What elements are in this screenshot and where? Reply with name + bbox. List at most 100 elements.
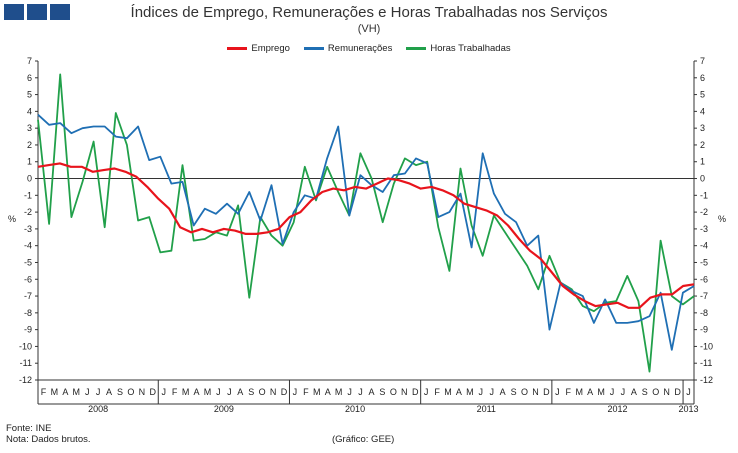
month-tick-label: S [511,387,517,397]
brand-logo [4,4,70,20]
month-tick-label: J [161,387,166,397]
y-tick-label-right: -5 [700,257,708,267]
month-tick-label: M [444,387,452,397]
month-tick-label: J [479,387,484,397]
month-tick-label: J [293,387,298,397]
month-tick-label: F [566,387,572,397]
month-tick-label: M [73,387,81,397]
month-tick-label: S [248,387,254,397]
chart-subtitle: (VH) [357,23,381,35]
y-tick-label-left: 0 [27,174,32,184]
month-tick-label: J [227,387,232,397]
series-line-horas [37,73,695,373]
month-tick-label: A [456,387,462,397]
y-tick-label-left: -8 [24,308,32,318]
month-tick-label: J [489,387,494,397]
y-tick-label-left: 5 [27,90,32,100]
month-tick-label: N [401,387,408,397]
month-tick-label: M [466,387,474,397]
year-label: 2011 [477,404,496,414]
y-tick-label-right: -2 [700,207,708,217]
month-tick-label: J [686,387,691,397]
y-tick-label-left: 1 [27,157,32,167]
y-tick-label-left: -7 [24,291,32,301]
year-label: 2008 [88,404,108,414]
y-tick-label-right: 4 [700,106,705,116]
legend-label-remuneracoes: Remunerações [327,43,393,54]
month-tick-label: A [500,387,506,397]
legend-label-emprego: Emprego [251,43,290,54]
y-tick-label-right: -9 [700,325,708,335]
y-tick-label-left: -10 [19,341,32,351]
brand-logo-block [27,4,47,20]
legend-item-horas: Horas Trabalhadas [406,43,511,54]
month-tick-label: A [631,387,637,397]
month-tick-label: A [237,387,243,397]
month-tick-label: O [652,387,659,397]
month-tick-label: S [379,387,385,397]
chart-title: Índices de Emprego, Remunerações e Horas… [130,4,608,21]
month-tick-label: D [674,387,681,397]
y-tick-label-right: -1 [700,190,708,200]
y-tick-label-left: -12 [19,375,32,385]
y-tick-label-right: 5 [700,90,705,100]
month-tick-label: N [532,387,539,397]
year-label: 2009 [214,404,234,414]
legend-label-horas: Horas Trabalhadas [430,43,511,54]
brand-logo-block [50,4,70,20]
month-tick-label: S [117,387,123,397]
month-tick-label: M [597,387,605,397]
month-tick-label: A [194,387,200,397]
month-tick-label: J [85,387,90,397]
footer-source: Fonte: INE [6,423,52,434]
month-tick-label: N [270,387,277,397]
y-tick-label-left: -4 [24,241,32,251]
month-tick-label: D [412,387,419,397]
brand-logo-block [4,4,24,20]
month-tick-label: D [543,387,550,397]
month-tick-label: J [555,387,560,397]
y-tick-label-left: -11 [20,358,32,368]
month-tick-label: J [96,387,101,397]
month-tick-label: M [335,387,343,397]
y-tick-label-right: -4 [700,241,708,251]
y-tick-label-right: -6 [700,274,708,284]
month-tick-label: J [347,387,352,397]
legend-swatch-remuneracoes [303,47,324,50]
month-tick-label: N [663,387,670,397]
y-axis-unit-left: % [8,214,16,224]
y-tick-label-right: -12 [700,375,713,385]
legend-swatch-emprego [227,47,248,50]
y-tick-label-left: -2 [24,207,32,217]
month-tick-label: O [259,387,266,397]
month-tick-label: J [358,387,363,397]
y-tick-label-left: -1 [24,190,32,200]
month-tick-label: M [204,387,212,397]
month-tick-label: D [281,387,288,397]
y-tick-label-right: -7 [700,291,708,301]
legend-item-emprego: Emprego [227,43,290,54]
month-tick-label: N [139,387,146,397]
y-tick-label-right: -10 [700,341,713,351]
y-tick-label-right: 2 [700,140,705,150]
y-tick-label-left: -5 [24,257,32,267]
month-tick-label: M [313,387,321,397]
y-tick-label-left: 7 [27,56,32,66]
footer-credit: (Gráfico: GEE) [332,434,395,445]
month-tick-label: M [575,387,583,397]
month-tick-label: A [106,387,112,397]
month-tick-label: F [303,387,309,397]
month-tick-label: F [41,387,47,397]
month-tick-label: A [587,387,593,397]
month-tick-label: D [150,387,157,397]
y-tick-label-right: -8 [700,308,708,318]
chart-legend: Emprego Remunerações Horas Trabalhadas [0,43,738,54]
y-tick-label-right: 1 [700,157,705,167]
month-tick-label: A [62,387,68,397]
legend-item-remuneracoes: Remunerações [303,43,393,54]
month-tick-label: J [424,387,429,397]
month-tick-label: J [610,387,615,397]
y-tick-label-right: 6 [700,73,705,83]
month-tick-label: J [216,387,221,397]
